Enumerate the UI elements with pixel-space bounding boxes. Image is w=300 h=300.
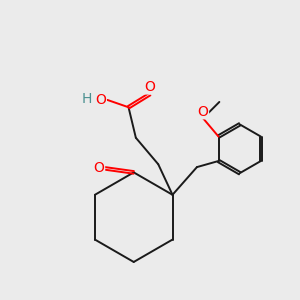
Text: O: O	[94, 161, 104, 175]
Text: O: O	[95, 93, 106, 107]
Text: H: H	[82, 92, 92, 106]
Text: O: O	[198, 105, 208, 119]
Text: O: O	[144, 80, 155, 94]
